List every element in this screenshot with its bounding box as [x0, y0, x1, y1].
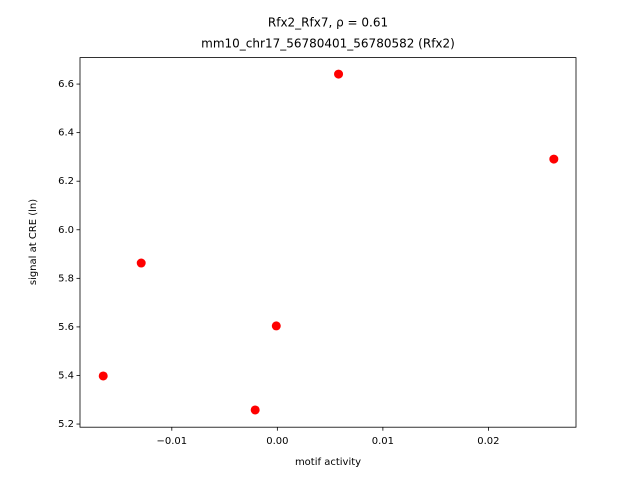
x-tick-label: 0.02 [477, 436, 499, 447]
x-tick-label: 0.00 [266, 436, 288, 447]
point [98, 371, 108, 381]
x-tick-label: −0.01 [156, 436, 187, 447]
chart-subtitle: mm10_chr17_56780401_56780582 (Rfx2) [201, 37, 455, 51]
point [250, 405, 260, 415]
point [549, 154, 559, 164]
x-tick-label: 0.01 [372, 436, 394, 447]
point [271, 321, 281, 331]
point [136, 258, 146, 268]
y-tick-label: 6.6 [58, 79, 74, 90]
chart-title: Rfx2_Rfx7, ρ = 0.61 [268, 16, 388, 30]
y-tick-label: 6.0 [58, 225, 74, 236]
y-tick-label: 5.2 [58, 419, 74, 430]
y-tick-label: 6.4 [58, 128, 74, 139]
y-tick-label: 5.6 [58, 322, 74, 333]
plot-frame [79, 57, 577, 428]
x-axis-label: motif activity [295, 457, 361, 468]
y-tick-label: 6.2 [58, 176, 74, 187]
y-tick-label: 5.8 [58, 273, 74, 284]
point [334, 69, 344, 79]
y-axis-label: signal at CRE (ln) [28, 199, 39, 285]
y-tick-label: 5.4 [58, 370, 74, 381]
